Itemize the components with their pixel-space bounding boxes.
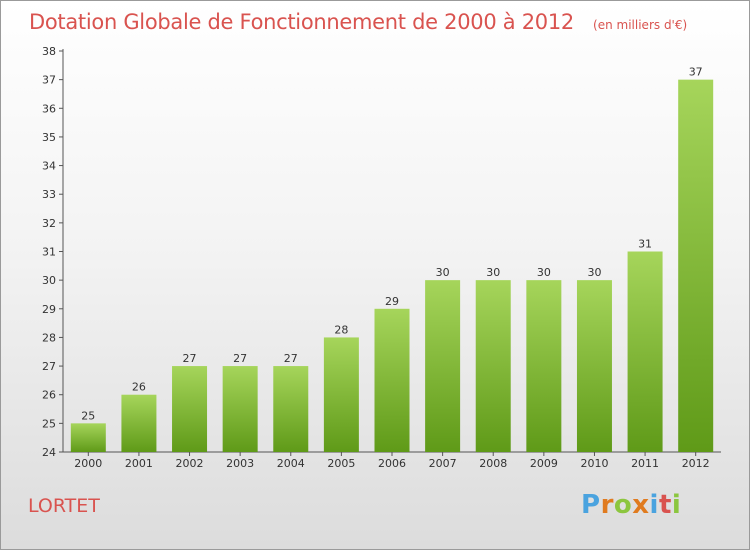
y-tick-label: 33: [42, 188, 56, 201]
data-label: 27: [284, 352, 298, 365]
x-tick-label: 2002: [176, 457, 204, 470]
y-tick-label: 30: [42, 274, 56, 287]
logo-letter: t: [658, 490, 672, 520]
x-tick-label: 2006: [378, 457, 406, 470]
data-label: 30: [587, 266, 601, 279]
data-label: 30: [486, 266, 500, 279]
data-label: 27: [183, 352, 197, 365]
bar-2000: [70, 423, 106, 452]
chart-subtitle: (en milliers d'€): [593, 18, 688, 32]
y-tick-label: 29: [42, 303, 56, 316]
bar-2006: [374, 308, 410, 452]
bar-2002: [172, 366, 208, 452]
x-tick-label: 2008: [479, 457, 507, 470]
bar-2004: [273, 366, 309, 452]
bar-2005: [323, 337, 359, 452]
x-tick-label: 2009: [530, 457, 558, 470]
data-label: 29: [385, 295, 399, 308]
bar-2009: [526, 280, 562, 452]
x-tick-label: 2003: [226, 457, 254, 470]
y-tick-label: 26: [42, 389, 56, 402]
proxiti-logo[interactable]: Proxiti: [581, 490, 681, 520]
x-tick-label: 2012: [682, 457, 710, 470]
bar-2010: [576, 280, 612, 452]
y-tick-label: 38: [42, 45, 56, 58]
data-label: 30: [537, 266, 551, 279]
y-tick-label: 36: [42, 102, 56, 115]
bar-2008: [475, 280, 511, 452]
x-axis: 2000 2001 2002 2003 2004 2005 2006 2007 2008 2009…: [63, 451, 721, 470]
y-tick-label: 37: [42, 74, 56, 87]
bar-2012: [678, 79, 714, 453]
y-tick-label: 35: [42, 131, 56, 144]
x-tick-label: 2004: [277, 457, 305, 470]
y-tick-label: 27: [42, 360, 56, 373]
y-tick-label: 24: [42, 446, 56, 459]
data-labels: 25 26 27 27 27 28 29 30 30 30 30 31 37: [81, 66, 702, 423]
bars: [70, 79, 714, 453]
chart-title: Dotation Globale de Fonctionnement de 20…: [29, 10, 574, 34]
logo-letter: o: [613, 490, 633, 520]
logo-letter: P: [581, 490, 601, 520]
data-label: 37: [689, 66, 703, 79]
bar-2007: [425, 280, 461, 452]
y-tick-label: 25: [42, 417, 56, 430]
y-tick-label: 32: [42, 217, 56, 230]
data-label: 26: [132, 381, 146, 394]
logo-letter: i: [649, 490, 659, 520]
logo-letter: x: [632, 490, 650, 520]
bar-2001: [121, 394, 157, 452]
data-label: 27: [233, 352, 247, 365]
x-tick-label: 2000: [74, 457, 102, 470]
x-tick-label: 2005: [327, 457, 355, 470]
x-tick-label: 2010: [580, 457, 608, 470]
y-tick-label: 31: [42, 246, 56, 259]
bar-2003: [222, 366, 258, 452]
x-tick-label: 2001: [125, 457, 153, 470]
location-label: LORTET: [28, 495, 100, 517]
y-axis: 24 25 26 27 28 29 30 31 32 33 34 35 36 37 38: [42, 45, 64, 459]
title-row: Dotation Globale de Fonctionnement de 20…: [29, 10, 687, 34]
y-tick-label: 28: [42, 331, 56, 344]
logo-letter: i: [671, 490, 682, 520]
y-tick-label: 34: [42, 160, 56, 173]
x-tick-label: 2007: [429, 457, 457, 470]
logo-letter: r: [600, 490, 614, 520]
bar-2011: [627, 251, 663, 452]
data-label: 31: [638, 238, 652, 251]
data-label: 25: [81, 409, 95, 422]
data-label: 28: [334, 323, 348, 336]
data-label: 30: [436, 266, 450, 279]
x-tick-label: 2011: [631, 457, 659, 470]
